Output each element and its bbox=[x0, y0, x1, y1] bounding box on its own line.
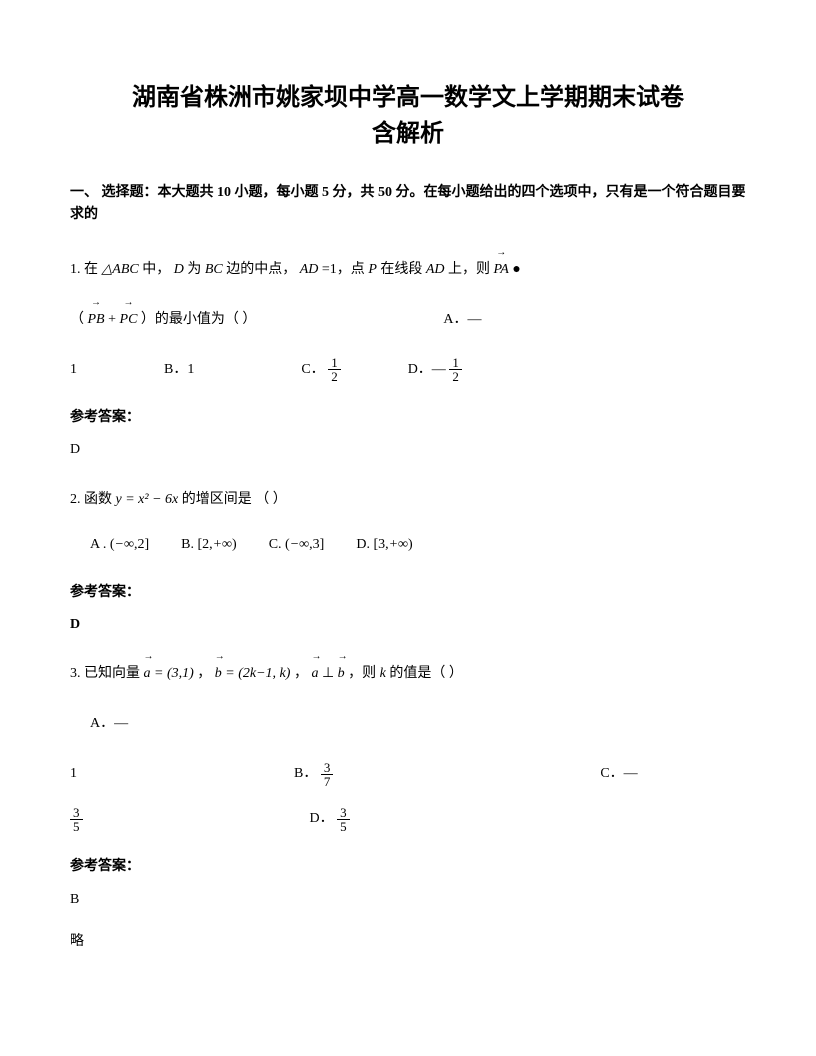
question-3: 3. 已知向量 a = (3,1) ， b = (2k−1, k) ， a ⊥ … bbox=[70, 656, 746, 836]
q1-answer-label: 参考答案： bbox=[70, 407, 746, 429]
q1-prefix: 1. 在 bbox=[70, 262, 98, 277]
q3-answer-label: 参考答案： bbox=[70, 856, 746, 878]
q1-mid6: 上，则 bbox=[448, 262, 490, 277]
q2-option-c2: ,3] bbox=[309, 537, 324, 552]
q2-posinf-b: +∞ bbox=[213, 537, 232, 552]
q2-option-d2: ) bbox=[408, 537, 413, 552]
q3-frac-35-d: 35 bbox=[337, 806, 350, 833]
q2-option-b2: ) bbox=[232, 537, 237, 552]
q1-mid3: 边的中点， bbox=[226, 262, 296, 277]
q1-answer: D bbox=[70, 439, 746, 461]
q1-pa-vector: PA bbox=[494, 252, 509, 287]
q1-ad2: AD bbox=[426, 262, 445, 277]
q1-bc: BC bbox=[205, 262, 223, 277]
q1-mid5: 在线段 bbox=[380, 262, 422, 277]
q2-option-d: D. [3, bbox=[356, 537, 388, 552]
q1-line3-1: 1 bbox=[70, 362, 77, 377]
q3-prefix: 3. 已知向量 bbox=[70, 666, 140, 681]
q3-option-b: B． bbox=[294, 766, 317, 781]
q3-k: k bbox=[380, 666, 386, 681]
q3-option-a: A．— bbox=[90, 716, 128, 731]
q2-prefix: 2. 函数 bbox=[70, 492, 112, 507]
q2-neginf-c: −∞ bbox=[290, 537, 309, 552]
q1-mid2: 为 bbox=[187, 262, 201, 277]
section-header: 一、 选择题：本大题共 10 小题，每小题 5 分，共 50 分。在每小题给出的… bbox=[70, 182, 746, 227]
q3-line-1: 1 bbox=[70, 766, 77, 781]
q1-plus: + bbox=[108, 312, 116, 327]
q1-mid4: =1，点 bbox=[322, 262, 365, 277]
q1-pc-vector: PC bbox=[120, 302, 138, 337]
q1-ad: AD bbox=[300, 262, 319, 277]
q1-option-b: B．1 bbox=[164, 362, 194, 377]
q1-dot: ● bbox=[512, 262, 520, 277]
q3-comma2: ， bbox=[294, 666, 308, 681]
q1-p: P bbox=[368, 262, 377, 277]
q1-option-a: A．— bbox=[443, 312, 481, 327]
q2-option-a2: ,2] bbox=[134, 537, 149, 552]
q3-suffix: 的值是（ ） bbox=[389, 666, 463, 681]
page-title: 湖南省株洲市姚家坝中学高一数学文上学期期末试卷 含解析 bbox=[70, 80, 746, 152]
q2-neginf-a: −∞ bbox=[115, 537, 134, 552]
q2-option-c: C. ( bbox=[269, 537, 290, 552]
q3-a-val: = (3,1) bbox=[154, 666, 194, 681]
question-2: 2. 函数 y = x² − 6x 的增区间是 （ ） A . (−∞,2] B… bbox=[70, 482, 746, 562]
q2-func: y = x² − 6x bbox=[116, 492, 179, 507]
q1-paren-open: （ bbox=[70, 312, 84, 327]
q3-option-d: D． bbox=[310, 811, 334, 826]
q1-frac-half-c: 12 bbox=[328, 356, 341, 383]
q3-b-val: = (2k−1, k) bbox=[225, 666, 290, 681]
q3-b-vector2: b bbox=[338, 656, 345, 691]
q3-comma1: ， bbox=[197, 666, 211, 681]
q3-note: 略 bbox=[70, 931, 746, 953]
q3-a-vector: a bbox=[144, 656, 151, 691]
q1-option-c-label: C． bbox=[301, 362, 324, 377]
q1-triangle: △ABC bbox=[102, 262, 139, 277]
q1-d: D bbox=[174, 262, 184, 277]
q2-option-a: A . ( bbox=[90, 537, 115, 552]
q1-frac-half-d: 12 bbox=[449, 356, 462, 383]
q3-option-c: C．— bbox=[600, 766, 637, 781]
q2-answer: D bbox=[70, 614, 746, 636]
q1-paren-close: ）的最小值为（ ） bbox=[141, 312, 257, 327]
q3-comma3: ，则 bbox=[348, 666, 376, 681]
q2-posinf-d: +∞ bbox=[389, 537, 408, 552]
q2-answer-label: 参考答案： bbox=[70, 582, 746, 604]
q3-b-vector: b bbox=[215, 656, 222, 691]
q3-perp: ⊥ bbox=[322, 666, 334, 681]
q1-pb-vector: PB bbox=[88, 302, 105, 337]
q3-a-vector2: a bbox=[311, 656, 318, 691]
q3-frac-35-c: 35 bbox=[70, 806, 83, 833]
q1-option-d-label: D．— bbox=[408, 362, 446, 377]
q2-suffix: 的增区间是 （ ） bbox=[182, 492, 287, 507]
question-1: 1. 在 △ABC 中， D 为 BC 边的中点， AD =1，点 P 在线段 … bbox=[70, 252, 746, 387]
q3-frac-37: 37 bbox=[321, 761, 334, 788]
q3-answer: B bbox=[70, 889, 746, 911]
q2-option-b: B. [2, bbox=[181, 537, 213, 552]
q1-mid1: 中， bbox=[142, 262, 170, 277]
